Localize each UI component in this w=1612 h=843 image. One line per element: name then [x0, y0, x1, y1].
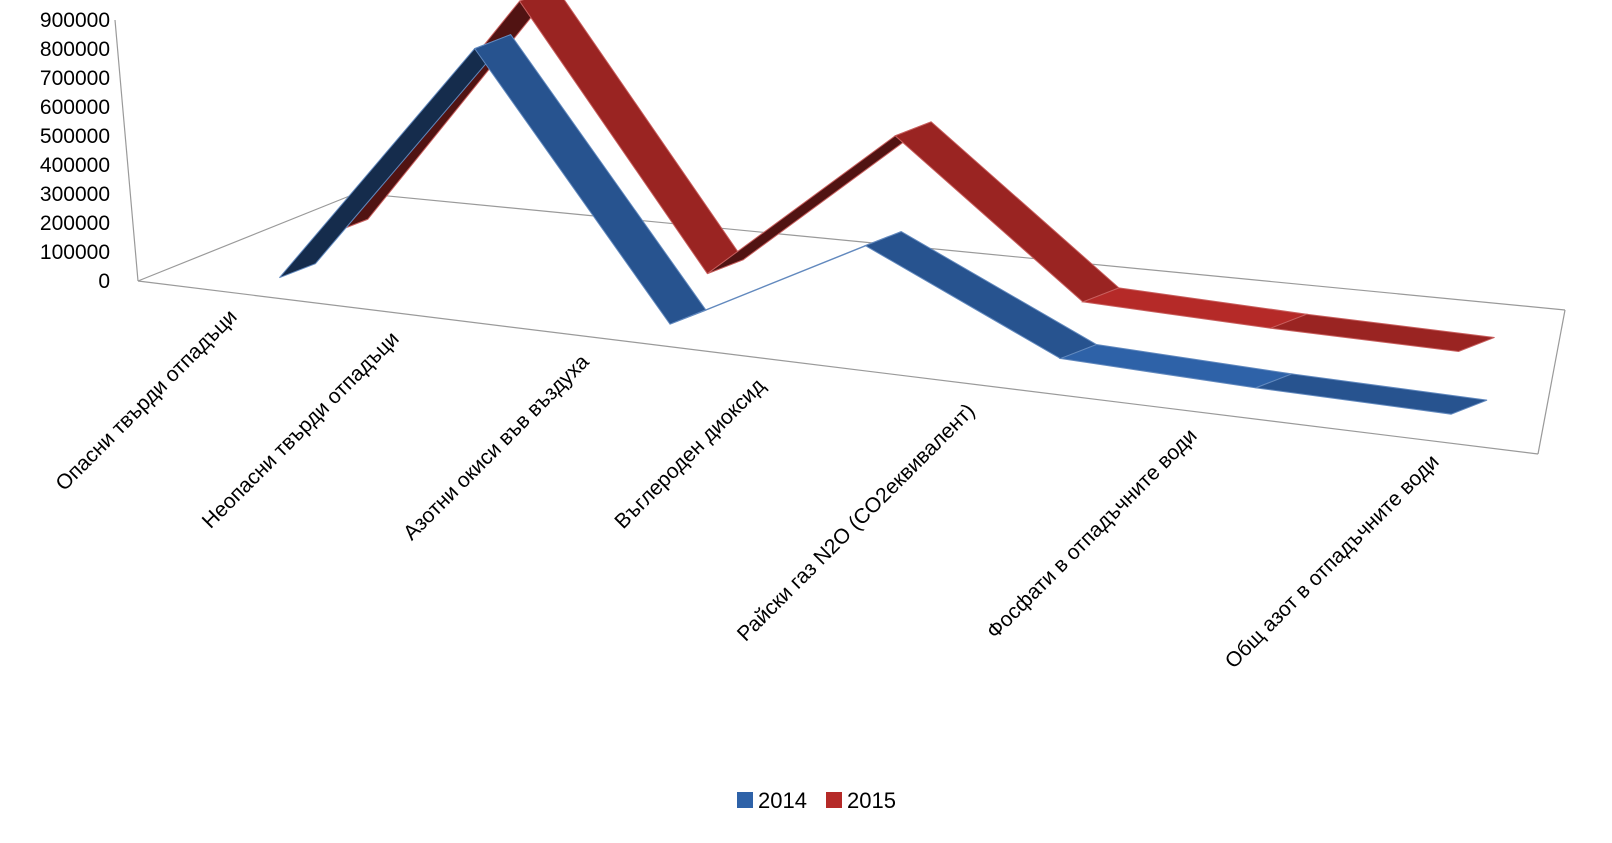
- y-tick-label: 100000: [40, 241, 110, 264]
- floor-right-edge: [1537, 309, 1566, 455]
- floor-back-edge: [356, 192, 1566, 311]
- legend-item-2014: 2014: [737, 788, 807, 813]
- x-tick-label: Азотни окиси във въздуха: [399, 350, 594, 545]
- x-tick-label: Опасни твърди отпадъци: [51, 305, 241, 495]
- x-tick-label: Въглероден диоксид: [610, 374, 769, 533]
- floor-left-edge: [137, 192, 358, 282]
- series-2015-segment-6: [1270, 313, 1495, 352]
- x-tick-label: Райски газ N2O (CO2еквивалент): [733, 399, 980, 646]
- legend-label: 2014: [758, 788, 807, 813]
- x-tick-label: Фосфати в отпадъчните води: [982, 424, 1201, 643]
- y-tick-label: 800000: [40, 38, 110, 61]
- series-2014-segment-5: [1058, 344, 1294, 389]
- y-tick-label: 300000: [40, 183, 110, 206]
- y-tick-label: 700000: [40, 67, 110, 90]
- x-tick-label: Общ азот в отпадъчните води: [1221, 450, 1444, 673]
- series-layer: [279, 0, 1495, 415]
- y-axis-tick-labels: 0 100000 200000 300000 400000 500000 600000 700…: [40, 9, 110, 293]
- y-tick-label: 500000: [40, 125, 110, 148]
- legend-swatch: [826, 792, 842, 808]
- series-2014-segment-6: [1255, 373, 1488, 415]
- y-tick-label: 200000: [40, 212, 110, 235]
- y-tick-label: 0: [98, 270, 110, 293]
- legend-item-2015: 2015: [826, 788, 896, 813]
- legend: 2014 2015: [737, 788, 896, 813]
- series-2015-segment-5: [1080, 287, 1309, 329]
- y-tick-label: 600000: [40, 96, 110, 119]
- legend-label: 2015: [847, 788, 896, 813]
- floor-front-edge: [137, 280, 1539, 455]
- axes-layer: [114, 19, 1566, 455]
- series-2014: [279, 33, 1488, 415]
- series-2014-segment-1: [279, 34, 512, 279]
- legend-swatch: [737, 792, 753, 808]
- y-tick-label: 400000: [40, 154, 110, 177]
- left-wall-edge: [114, 19, 139, 282]
- x-tick-label: Неопасни твърди отпадъци: [198, 327, 404, 533]
- y-tick-label: 900000: [40, 9, 110, 32]
